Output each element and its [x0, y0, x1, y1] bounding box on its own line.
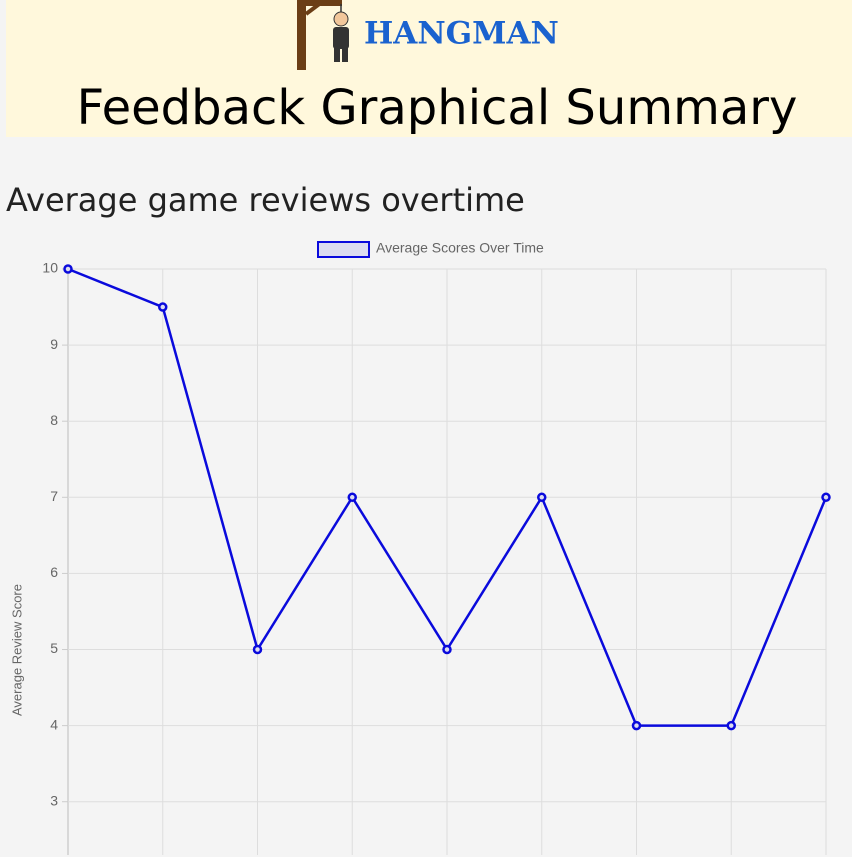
logo-icon	[297, 0, 349, 70]
point	[726, 720, 736, 731]
y-tick-label: 3	[50, 792, 58, 808]
point	[821, 492, 831, 503]
section-title: Average game reviews overtime	[6, 181, 525, 219]
point	[252, 644, 263, 655]
point	[537, 492, 547, 503]
y-tick-label: 4	[50, 716, 58, 732]
y-tick-label: 7	[50, 488, 58, 504]
y-tick-label: 9	[50, 336, 58, 352]
point	[158, 302, 168, 312]
logo-text: HANGMAN	[364, 16, 559, 52]
y-tick-label: 8	[50, 412, 58, 428]
legend-swatch	[317, 241, 370, 258]
header-band	[6, 0, 852, 137]
y-tick-label: 10	[42, 260, 58, 276]
y-axis-label: Average Review Score	[9, 584, 24, 716]
chart: 3 4 5 6 7 8 9 10 Average Review Score Average Sco…	[9, 240, 831, 855]
point	[442, 644, 452, 655]
legend-label: Average Scores Over Time	[376, 240, 544, 256]
y-tick-label: 5	[50, 640, 58, 656]
y-tick-label: 6	[50, 564, 58, 580]
page-title: Feedback Graphical Summary	[77, 80, 798, 136]
point	[347, 492, 357, 503]
point	[63, 264, 73, 274]
point	[631, 720, 642, 731]
